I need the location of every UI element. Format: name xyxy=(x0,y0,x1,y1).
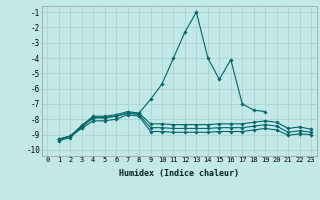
X-axis label: Humidex (Indice chaleur): Humidex (Indice chaleur) xyxy=(119,169,239,178)
